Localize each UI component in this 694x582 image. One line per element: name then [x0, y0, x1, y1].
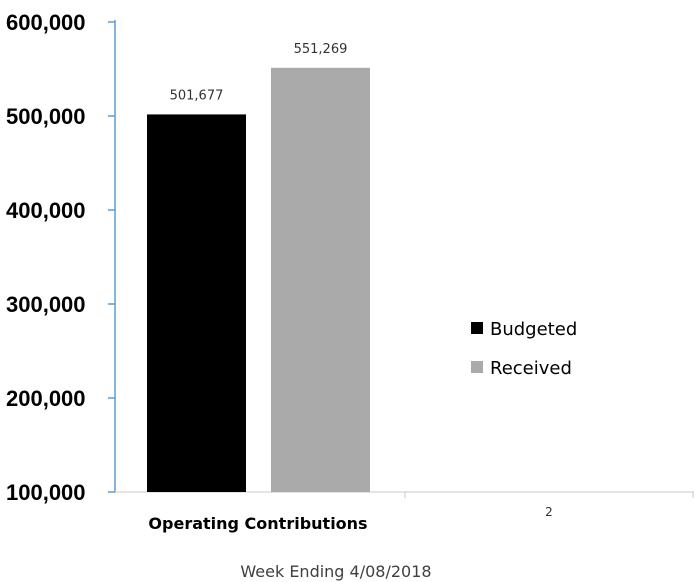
- legend-label-received: Received: [490, 358, 572, 379]
- x-axis-title: Week Ending 4/08/2018: [240, 562, 431, 581]
- y-axis-ticks: 100,000 200,000 300,000 400,000 500,000 600,0…: [6, 10, 115, 505]
- category-label-2: 2: [545, 505, 553, 519]
- data-label-budgeted: 501,677: [170, 88, 224, 103]
- legend-swatch-budgeted: [471, 322, 483, 334]
- bar-budgeted: [147, 114, 246, 493]
- legend-swatch-received: [471, 361, 483, 373]
- bar-received: [271, 67, 370, 493]
- category-label-1: Operating Contributions: [148, 514, 367, 533]
- y-tick-label: 300,000: [6, 292, 86, 317]
- y-tick-label: 100,000: [6, 480, 86, 505]
- y-tick-label: 500,000: [6, 104, 86, 129]
- bars: [147, 67, 370, 493]
- y-tick-label: 200,000: [6, 386, 86, 411]
- legend: Budgeted Received: [471, 319, 577, 379]
- y-tick-label: 600,000: [6, 10, 86, 35]
- data-labels: 501,677 551,269: [170, 42, 348, 104]
- y-tick-label: 400,000: [6, 198, 86, 223]
- data-label-received: 551,269: [294, 42, 348, 57]
- legend-label-budgeted: Budgeted: [490, 319, 577, 340]
